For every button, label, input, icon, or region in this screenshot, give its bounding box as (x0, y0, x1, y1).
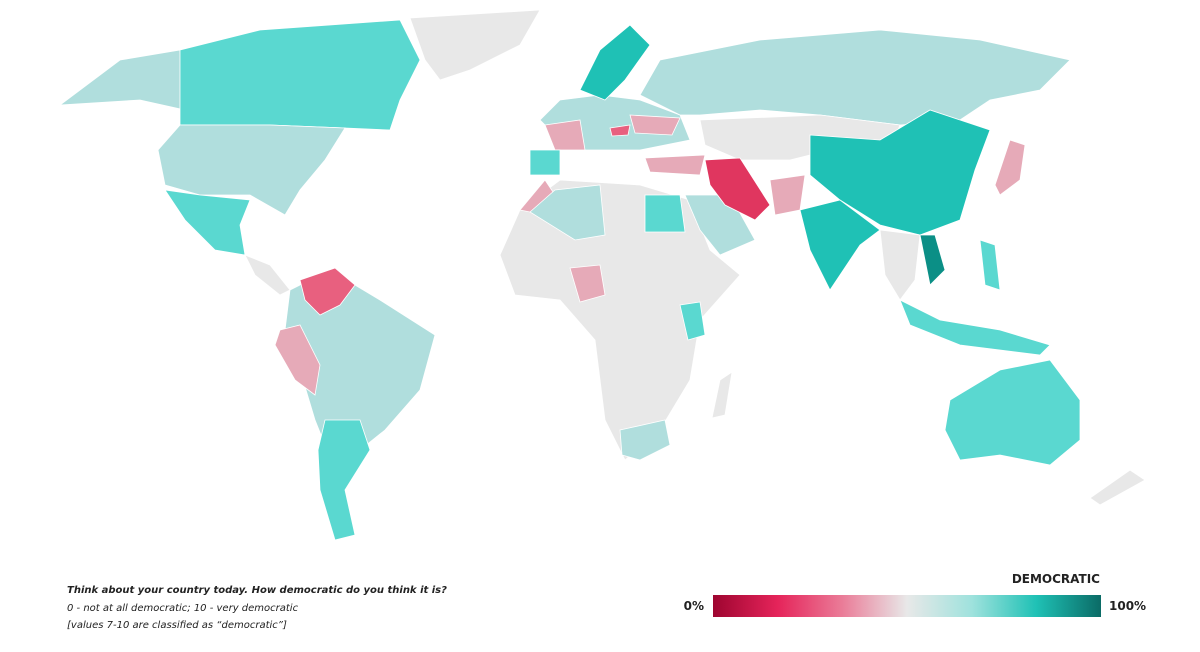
question-title: Think about your country today. How demo… (67, 585, 447, 596)
country (994, 139, 1026, 196)
country (274, 324, 321, 396)
country (579, 24, 651, 101)
country (639, 29, 1071, 126)
question-note: [values 7-10 are classified as “democrat… (67, 620, 287, 631)
country (644, 154, 706, 176)
legend-max-label: 100% (1109, 599, 1146, 613)
country (179, 19, 421, 131)
country (809, 109, 991, 236)
country (919, 234, 946, 286)
country (704, 157, 771, 221)
world-map (58, 9, 1146, 541)
country (609, 124, 631, 137)
country (529, 184, 606, 241)
country (299, 267, 356, 316)
country (317, 419, 371, 541)
country (409, 9, 541, 81)
country (979, 239, 1001, 291)
country (157, 124, 346, 216)
legend-title: DEMOCRATIC (1012, 572, 1100, 586)
country (679, 301, 706, 341)
country (529, 149, 561, 176)
country (944, 359, 1081, 466)
country (619, 419, 671, 461)
question-scale: 0 - not at all democratic; 10 - very dem… (67, 603, 299, 614)
country (711, 371, 733, 419)
country (164, 189, 251, 256)
country (569, 264, 606, 303)
country (58, 49, 186, 111)
country (244, 254, 291, 296)
country (769, 174, 806, 216)
country (629, 114, 681, 136)
legend-gradient (713, 595, 1101, 617)
country (799, 199, 881, 291)
country (644, 194, 686, 233)
country (499, 179, 741, 461)
country (899, 299, 1051, 356)
country (879, 229, 921, 301)
country (1089, 469, 1146, 506)
country (544, 119, 586, 151)
legend-min-label: 0% (684, 599, 704, 613)
